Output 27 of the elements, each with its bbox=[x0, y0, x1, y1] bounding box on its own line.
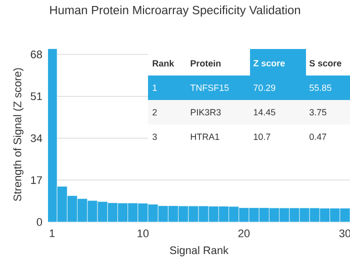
annotation: 55.85 bbox=[310, 84, 332, 91]
annotation: PIK3R3 bbox=[190, 109, 221, 116]
annotation: TNFSF15 bbox=[190, 84, 229, 91]
annotation: Protein bbox=[190, 60, 221, 67]
x-tick-label: 20 bbox=[238, 230, 250, 238]
annotation: 14.45 bbox=[254, 109, 276, 116]
annotation: 70.29 bbox=[254, 84, 276, 91]
annotation: HTRA1 bbox=[190, 134, 220, 140]
annotation: S score bbox=[309, 60, 342, 66]
annotation: 0.47 bbox=[310, 134, 326, 140]
annotation: 10.7 bbox=[254, 134, 270, 140]
y-tick-label: 51 bbox=[30, 92, 42, 100]
y-tick-label: 34 bbox=[30, 134, 42, 142]
annotation: 3 bbox=[152, 134, 157, 140]
y-axis-title: Strength of Signal (Z score) bbox=[13, 68, 24, 202]
y-tick-label: 17 bbox=[31, 176, 42, 184]
x-axis-title: Signal Rank bbox=[170, 246, 229, 256]
annotation: 2 bbox=[152, 109, 157, 116]
chart-title: Human Protein Microarray Specificity Validation bbox=[50, 6, 300, 17]
annotation: Z score bbox=[253, 60, 285, 66]
annotation: 3.75 bbox=[310, 109, 326, 116]
y-tick-label: 0 bbox=[36, 218, 42, 226]
y-tick-label: 68 bbox=[30, 50, 42, 58]
x-tick-label: 10 bbox=[138, 230, 149, 238]
x-tick-label: 1 bbox=[50, 230, 55, 238]
annotation: 1 bbox=[152, 84, 157, 91]
annotation: Rank bbox=[152, 60, 174, 67]
